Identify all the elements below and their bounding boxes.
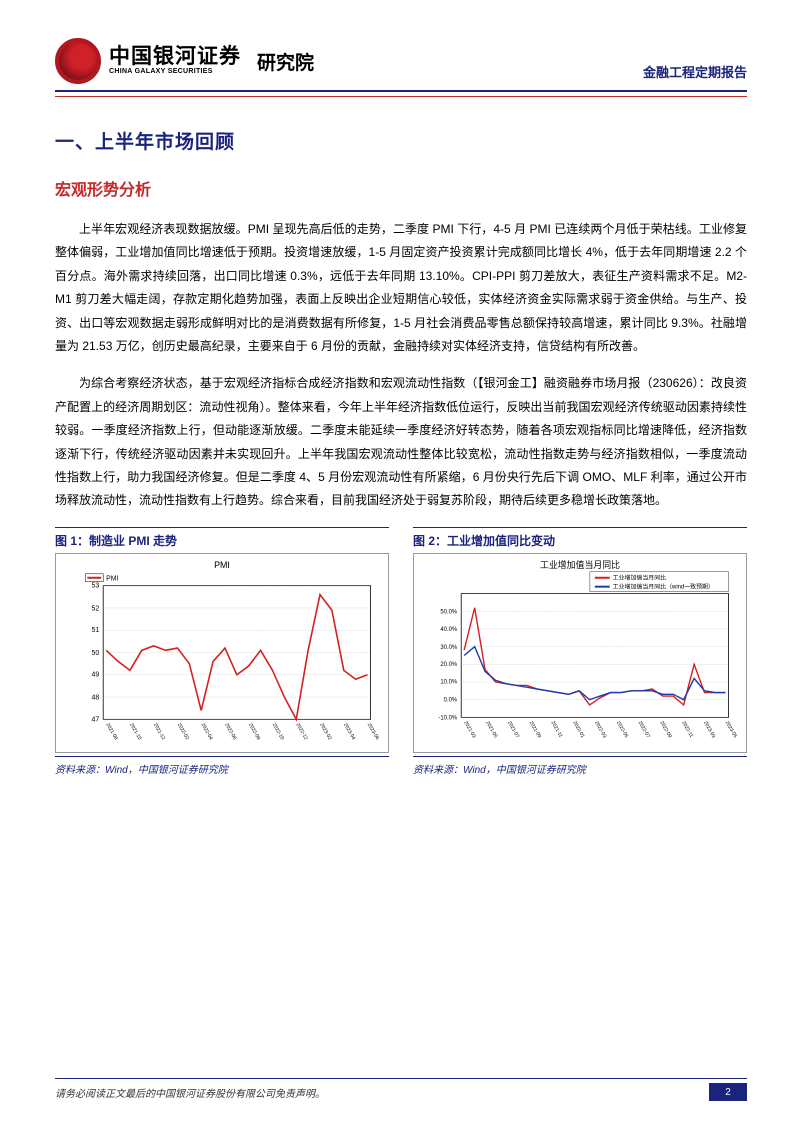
svg-text:2022-02: 2022-02 (176, 722, 190, 741)
body-paragraph-2: 为综合考察经济状态，基于宏观经济指标合成经济指数和宏观流动性指数（【银河金工】融… (55, 372, 747, 512)
svg-text:20.0%: 20.0% (440, 662, 458, 668)
figure-1: 图 1：制造业 PMI 走势 PMI PMI (55, 527, 389, 776)
figure-1-source: 资料来源：Wind，中国银河证券研究院 (55, 756, 389, 776)
figure-2-caption: 图 2：工业增加值同比变动 (413, 527, 747, 549)
page-footer: 请务必阅读正文最后的中国银河证券股份有限公司免责声明。 2 (55, 1078, 747, 1101)
svg-text:2023-02: 2023-02 (318, 722, 332, 741)
footer-disclaimer: 请务必阅读正文最后的中国银河证券股份有限公司免责声明。 (55, 1085, 325, 1100)
chart1-yticks: 47 48 49 50 51 52 53 (92, 582, 100, 723)
figure-2: 图 2：工业增加值同比变动 工业增加值当月同比 工业增加值当月同比 工业增加值当… (413, 527, 747, 776)
chart2-xticks: 2021-03 2021-05 2021-07 2021-09 2021-11 … (462, 720, 738, 739)
chart1-title: PMI (214, 560, 230, 570)
chart2-grid (461, 593, 728, 717)
svg-text:53: 53 (92, 582, 100, 589)
svg-text:47: 47 (92, 716, 100, 723)
figure-2-source: 资料来源：Wind，中国银河证券研究院 (413, 756, 747, 776)
svg-text:2023-04: 2023-04 (342, 722, 356, 741)
svg-text:2022-08: 2022-08 (247, 722, 261, 741)
chart2-series-forecast (464, 646, 725, 699)
subsection-heading: 宏观形势分析 (55, 176, 747, 200)
section-heading: 一、上半年市场回顾 (55, 127, 747, 154)
chart2-yticks: -10.0% 0.0% 10.0% 20.0% 30.0% 40.0% 50.0% (438, 609, 458, 721)
svg-text:2021-12: 2021-12 (152, 722, 166, 741)
figure-row: 图 1：制造业 PMI 走势 PMI PMI (55, 527, 747, 776)
svg-text:40.0%: 40.0% (440, 627, 458, 633)
svg-text:2022-05: 2022-05 (615, 720, 629, 739)
svg-text:2022-06: 2022-06 (223, 722, 237, 741)
page-number: 2 (709, 1083, 747, 1101)
chart2-plot-border (461, 593, 728, 717)
svg-text:-10.0%: -10.0% (438, 715, 458, 721)
company-name-en: CHINA GALAXY SECURITIES (109, 68, 241, 75)
company-name-cn: 中国银河证券 (109, 46, 241, 68)
svg-text:2022-01: 2022-01 (571, 720, 585, 739)
svg-text:2021-03: 2021-03 (462, 720, 476, 739)
logo-text: 中国银河证券 CHINA GALAXY SECURITIES (109, 46, 241, 75)
chart1-series-pmi (106, 594, 367, 719)
chart1-legend-label: PMI (106, 575, 118, 582)
svg-text:2021-11: 2021-11 (550, 720, 564, 739)
institute-label: 研究院 (257, 48, 314, 75)
svg-text:2021-05: 2021-05 (484, 720, 498, 739)
header-rule-red (55, 96, 747, 97)
chart2-legend-a: 工业增加值当月同比 (613, 573, 667, 581)
chart2-series-actual (464, 607, 725, 704)
svg-text:2021-10: 2021-10 (128, 722, 142, 741)
svg-text:2021-08: 2021-08 (104, 722, 118, 741)
iav-chart-svg: 工业增加值当月同比 工业增加值当月同比 工业增加值当月同比（wind一致预期） (414, 554, 746, 752)
svg-text:2022-07: 2022-07 (637, 720, 651, 739)
svg-text:49: 49 (92, 671, 100, 678)
report-type-label: 金融工程定期报告 (643, 62, 747, 84)
pmi-chart-svg: PMI PMI (56, 554, 388, 752)
svg-text:50.0%: 50.0% (440, 609, 458, 615)
svg-text:2022-12: 2022-12 (295, 722, 309, 741)
figure-2-chart: 工业增加值当月同比 工业增加值当月同比 工业增加值当月同比（wind一致预期） (413, 553, 747, 753)
svg-text:2022-09: 2022-09 (658, 720, 672, 739)
svg-text:2022-03: 2022-03 (593, 720, 607, 739)
logo-mark-icon (55, 38, 101, 84)
svg-text:2021-07: 2021-07 (506, 720, 520, 739)
header-rule-blue (55, 90, 747, 92)
svg-text:50: 50 (92, 650, 100, 657)
chart2-legend-b: 工业增加值当月同比（wind一致预期） (613, 582, 714, 590)
figure-1-chart: PMI PMI (55, 553, 389, 753)
svg-text:2022-10: 2022-10 (271, 722, 285, 741)
svg-text:51: 51 (92, 627, 100, 634)
svg-text:52: 52 (92, 605, 100, 612)
svg-text:2023-03: 2023-03 (702, 720, 716, 739)
chart2-legend: 工业增加值当月同比 工业增加值当月同比（wind一致预期） (590, 572, 729, 592)
svg-text:2022-11: 2022-11 (680, 720, 694, 739)
body-paragraph-1: 上半年宏观经济表现数据放缓。PMI 呈现先高后低的走势，二季度 PMI 下行，4… (55, 218, 747, 358)
page-header: 中国银河证券 CHINA GALAXY SECURITIES 研究院 金融工程定… (55, 38, 747, 90)
chart1-xticks: 2021-08 2021-10 2021-12 2022-02 2022-04 … (104, 722, 380, 741)
svg-text:48: 48 (92, 694, 100, 701)
svg-text:2023-05: 2023-05 (724, 720, 738, 739)
svg-text:2022-04: 2022-04 (199, 722, 213, 741)
svg-text:0.0%: 0.0% (444, 697, 458, 703)
svg-text:2021-09: 2021-09 (528, 720, 542, 739)
figure-1-caption: 图 1：制造业 PMI 走势 (55, 527, 389, 549)
chart2-title: 工业增加值当月同比 (540, 559, 620, 570)
chart1-grid (103, 585, 370, 719)
svg-text:30.0%: 30.0% (440, 645, 458, 651)
footer-rule (55, 1078, 747, 1079)
logo-block: 中国银河证券 CHINA GALAXY SECURITIES 研究院 (55, 38, 314, 84)
svg-text:2023-06: 2023-06 (366, 722, 380, 741)
svg-text:10.0%: 10.0% (440, 679, 458, 685)
